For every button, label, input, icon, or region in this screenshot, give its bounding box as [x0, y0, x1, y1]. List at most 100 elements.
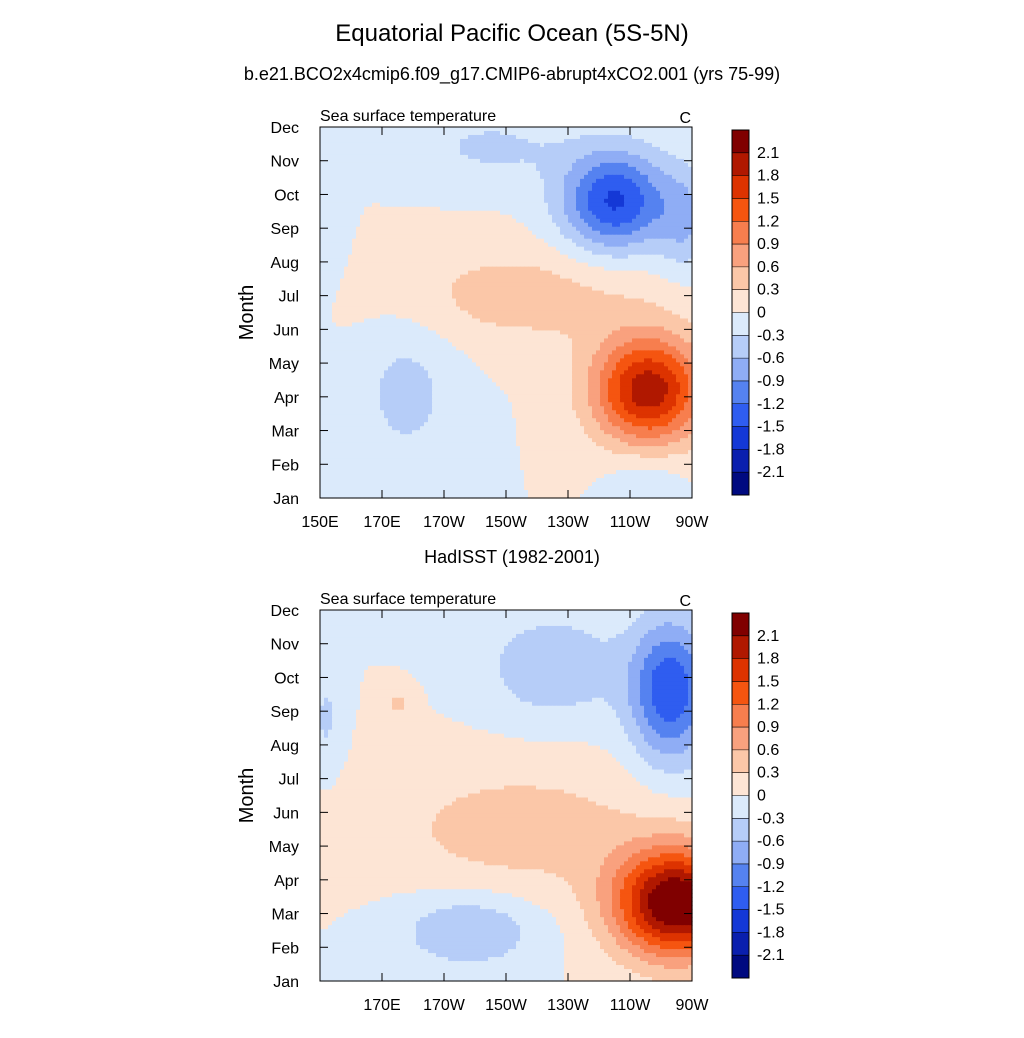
field-cell	[640, 250, 645, 256]
field-cell	[436, 266, 441, 272]
field-cell	[332, 254, 337, 260]
field-cell	[340, 302, 345, 308]
field-cell	[400, 290, 405, 296]
field-cell	[564, 127, 569, 132]
field-cell	[364, 306, 369, 312]
field-cell	[620, 158, 625, 164]
field-cell	[512, 242, 517, 248]
field-cell	[528, 306, 533, 312]
field-cell	[660, 127, 665, 132]
field-cell	[352, 150, 357, 156]
field-cell	[680, 242, 685, 248]
field-cell	[416, 270, 421, 276]
field-cell	[456, 282, 461, 288]
field-cell	[672, 310, 677, 316]
field-cell	[448, 326, 453, 332]
field-cell	[612, 222, 617, 228]
field-cell	[508, 318, 513, 324]
field-cell	[564, 214, 569, 220]
field-cell	[420, 314, 425, 320]
field-cell	[428, 254, 433, 260]
field-cell	[384, 314, 389, 320]
field-cell	[448, 234, 453, 240]
field-cell	[668, 322, 673, 328]
field-cell	[556, 278, 561, 284]
field-cell	[592, 306, 597, 312]
field-cell	[436, 334, 441, 340]
field-cell	[648, 170, 653, 176]
field-cell	[476, 150, 481, 156]
field-cell	[448, 206, 453, 212]
field-cell	[336, 258, 341, 264]
field-cell	[396, 258, 401, 264]
field-cell	[412, 210, 417, 216]
field-cell	[464, 214, 469, 220]
field-cell	[452, 242, 457, 248]
field-cell	[528, 146, 533, 152]
field-cell	[596, 310, 601, 316]
field-cell	[640, 298, 645, 304]
field-cell	[532, 242, 537, 248]
field-cell	[440, 150, 445, 156]
field-cell	[324, 334, 329, 340]
field-cell	[324, 326, 329, 332]
field-cell	[568, 306, 573, 312]
field-cell	[560, 186, 565, 192]
field-cell	[404, 254, 409, 260]
field-cell	[468, 142, 473, 148]
field-cell	[672, 334, 677, 340]
field-cell	[560, 246, 565, 252]
field-cell	[396, 162, 401, 168]
field-cell	[564, 166, 569, 172]
field-cell	[456, 334, 461, 340]
field-cell	[444, 286, 449, 292]
field-cell	[508, 170, 513, 176]
field-cell	[456, 150, 461, 156]
field-cell	[584, 322, 589, 328]
field-cell	[572, 170, 577, 176]
field-cell	[432, 130, 437, 136]
field-cell	[412, 166, 417, 172]
field-cell	[432, 150, 437, 156]
field-cell	[688, 250, 693, 256]
field-cell	[532, 206, 537, 212]
field-cell	[448, 298, 453, 304]
field-cell	[420, 218, 425, 224]
field-cell	[660, 238, 665, 244]
field-cell	[588, 282, 593, 288]
field-cell	[432, 258, 437, 264]
field-cell	[392, 306, 397, 312]
field-cell	[372, 214, 377, 220]
field-cell	[576, 262, 581, 268]
field-cell	[384, 234, 389, 240]
field-cell	[660, 330, 665, 336]
field-cell	[564, 150, 569, 156]
field-cell	[584, 306, 589, 312]
field-cell	[492, 322, 497, 328]
field-cell	[584, 318, 589, 324]
field-cell	[424, 222, 429, 228]
field-cell	[492, 170, 497, 176]
field-cell	[348, 282, 353, 288]
field-cell	[680, 290, 685, 296]
field-cell	[596, 170, 601, 176]
field-cell	[400, 190, 405, 196]
field-cell	[332, 218, 337, 224]
field-cell	[352, 338, 357, 344]
field-cell	[648, 162, 653, 168]
field-cell	[324, 202, 329, 208]
field-cell	[608, 274, 613, 280]
field-cell	[672, 194, 677, 200]
field-cell	[492, 127, 497, 132]
field-cell	[552, 338, 557, 344]
field-cell	[524, 242, 529, 248]
field-cell	[672, 286, 677, 292]
field-cell	[508, 262, 513, 268]
field-cell	[368, 334, 373, 340]
field-cell	[500, 206, 505, 212]
field-cell	[452, 238, 457, 244]
field-cell	[356, 322, 361, 328]
field-cell	[580, 202, 585, 208]
field-cell	[404, 130, 409, 136]
field-cell	[332, 170, 337, 176]
